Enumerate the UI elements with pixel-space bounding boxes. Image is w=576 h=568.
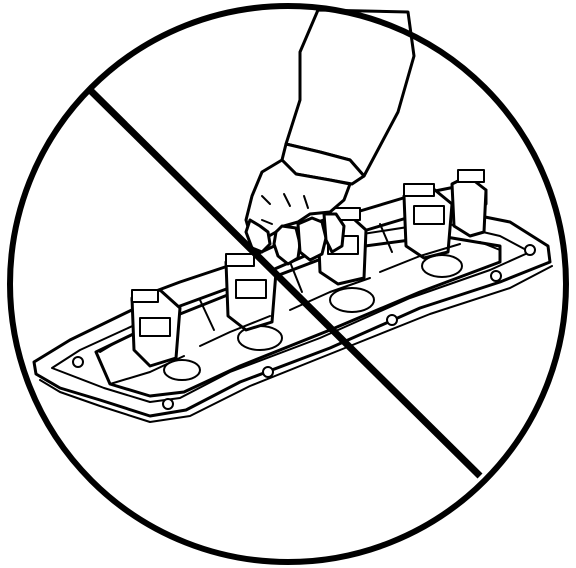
finger (272, 224, 302, 266)
coil-tower (224, 252, 278, 332)
coil-tower (402, 183, 454, 260)
bolt-boss (524, 244, 536, 256)
finger (296, 216, 328, 262)
thumb (244, 218, 272, 254)
knuckle-lines (261, 193, 309, 225)
finger (322, 212, 346, 254)
hand (244, 158, 352, 242)
bolt-boss (490, 270, 502, 282)
port-opening (329, 287, 375, 313)
prohibition-symbol (7, 3, 569, 565)
coil-tower (450, 169, 488, 238)
coil-tower (130, 288, 182, 368)
assembly-detail-lines (99, 223, 501, 385)
bolt-boss (72, 356, 84, 368)
port-opening (163, 359, 201, 381)
bolt-boss (386, 314, 398, 326)
hand-and-arm (244, 8, 416, 266)
bolt-boss (162, 398, 174, 410)
prohibition-circle (7, 3, 569, 565)
prohibition-slash (87, 87, 483, 479)
gasket-outer-edge (39, 265, 553, 423)
bolt-boss (262, 366, 274, 378)
